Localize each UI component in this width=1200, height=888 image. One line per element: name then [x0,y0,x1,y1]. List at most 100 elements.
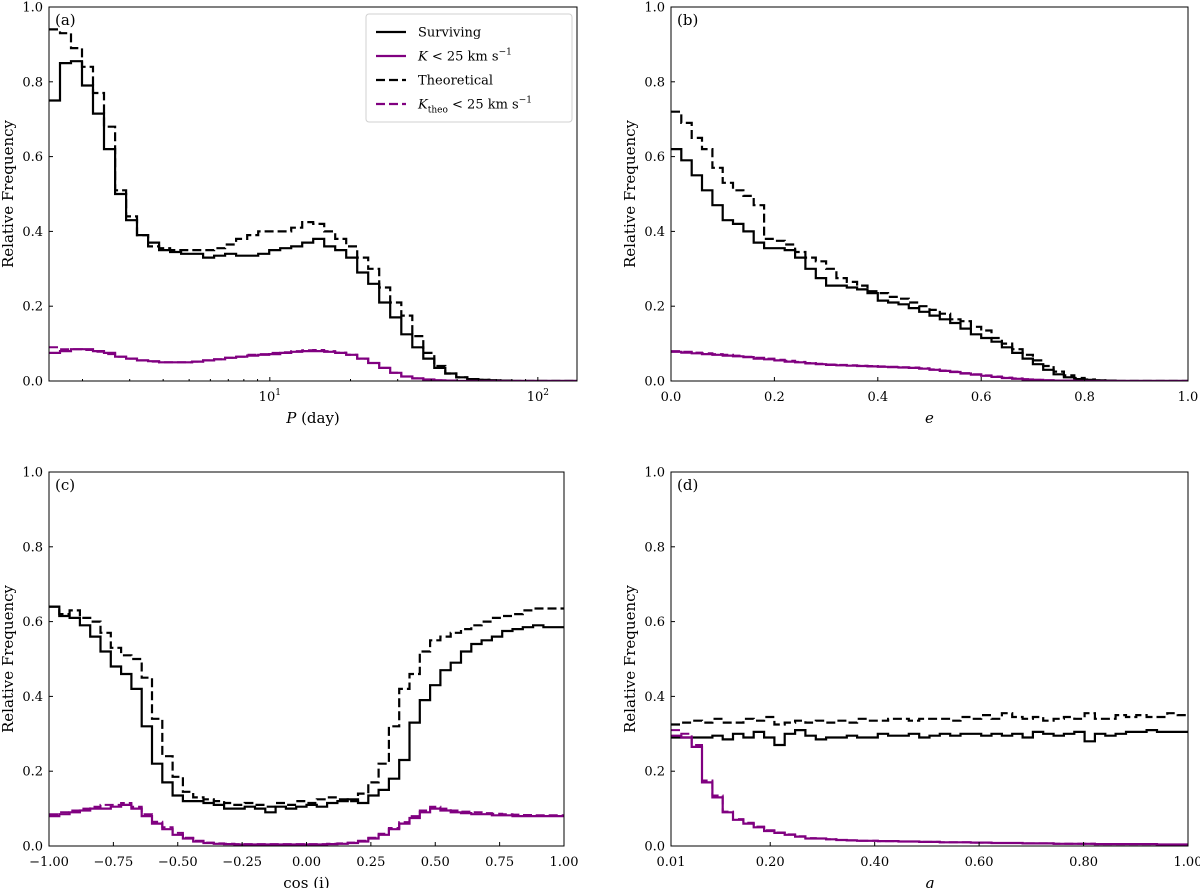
x-tick-label: 0.40 [860,855,889,870]
series-k-km-s [671,734,1188,846]
y-tick-label: 1.0 [644,1,665,16]
y-tick-label: 0.6 [22,615,43,630]
x-tick-label: −0.25 [222,855,262,870]
tick-exponent: 1 [275,388,281,398]
x-tick-label: 0.50 [421,855,450,870]
x-axis-label: cos (i) [283,874,329,888]
x-tick-label: 1.0 [1178,390,1199,405]
xlabel-rest: (i) [308,874,329,888]
x-axis-label: P (day) [285,409,340,427]
x-tick-label: 1.00 [1174,855,1200,870]
y-tick-label: 0.4 [22,225,43,240]
series-k-theo-km-s [49,802,564,846]
y-tick-label: 0.0 [22,840,43,855]
xlabel-symbol: P [285,409,297,427]
legend-label: Ktheo < 25 km s−1 [417,96,532,116]
series-theoretical [671,110,1188,381]
tick-exponent: 2 [543,388,549,398]
tick-base: 10 [527,390,544,405]
axes-frame [48,471,565,847]
legend-label: K < 25 km s−1 [417,48,512,65]
x-tick-label: 0.0 [661,390,682,405]
series-theoretical [49,28,577,381]
y-axis-label: Relative Frequency [621,584,639,733]
series-k-theo-km-s [671,729,1188,846]
series-k-km-s [49,348,577,381]
y-tick-label: 0.4 [22,690,43,705]
x-axis-label: q [925,874,935,888]
y-tick-label: 1.0 [22,466,43,481]
x-tick-label: 0.4 [867,390,888,405]
y-tick-label: 0.6 [644,150,665,165]
tick-base: 10 [259,390,276,405]
x-tick-label: 0.75 [485,855,514,870]
panel-label: (d) [677,476,698,494]
panel-b: 0.0 0.2 0.4 0.6 0.8 1.0 0.0 0.2 0.4 0.6 0.8 1.0 (b) R… [621,1,1198,428]
series-surviving [671,729,1188,747]
x-tick-label: −0.75 [93,855,133,870]
legend-mid: < 25 km s [448,98,519,113]
legend-k: K [417,98,429,113]
y-tick-label: 0.0 [22,375,43,390]
x-tick-label: 1.00 [550,855,579,870]
y-tick-label: 0.2 [644,765,665,780]
y-tick-label: 0.4 [644,225,665,240]
series-theoretical [671,712,1188,726]
series-theoretical [49,605,564,808]
x-axis-label: e [925,409,934,427]
legend-label: Surviving [418,26,481,41]
y-tick-label: 0.0 [644,840,665,855]
x-tick-label: 0.8 [1074,390,1095,405]
x-tick-label: 0.01 [657,855,686,870]
x-tick-label: −0.50 [158,855,198,870]
panel-c: 0.0 0.2 0.4 0.6 0.8 1.0 −1.00 −0.75 −0.50 −0.25 0.… [0,466,578,888]
legend-sup: −1 [499,48,512,58]
legend-k: K [417,50,429,65]
x-tick-label: 0.80 [1069,855,1098,870]
y-tick-label: 0.8 [22,540,43,555]
series-k-theo-km-s [49,346,577,381]
y-tick-label: 0.8 [644,540,665,555]
y-axis-label: Relative Frequency [621,119,639,268]
y-tick-label: 0.2 [644,300,665,315]
panel-label: (b) [677,11,698,29]
xlabel-symbol: q [925,874,935,888]
legend-box [365,13,573,123]
y-axis-label: Relative Frequency [0,119,17,268]
y-tick-label: 0.8 [22,75,43,90]
panel-d: 0.0 0.2 0.4 0.6 0.8 1.0 0.01 0.20 0.40 0.60 0.80 1.… [621,466,1200,888]
y-tick-label: 0.4 [644,690,665,705]
series-surviving [49,605,564,814]
legend-label: Theoretical [418,74,493,89]
series-k-km-s [49,803,564,846]
x-tick-label: 0.60 [965,855,994,870]
x-tick-label: 0.2 [764,390,785,405]
x-tick-label: 102 [527,388,549,405]
x-tick-label: 0.20 [756,855,785,870]
legend-mid: < 25 km s [428,50,499,65]
xlabel-symbol: cos [283,874,308,888]
axes-frame [48,6,578,382]
y-tick-label: 0.8 [644,75,665,90]
xlabel-symbol: e [925,409,934,427]
y-tick-label: 1.0 [644,466,665,481]
x-tick-label: −1.00 [29,855,69,870]
xlabel-rest: (day) [296,409,340,427]
y-tick-label: 0.2 [22,765,43,780]
series-surviving [671,148,1188,381]
series-k-theo-km-s [671,350,1188,381]
y-tick-label: 1.0 [22,1,43,16]
y-tick-label: 0.6 [22,150,43,165]
panel-label: (a) [55,11,76,29]
axes-frame [670,6,1189,382]
y-tick-label: 0.6 [644,615,665,630]
legend-sub: theo [428,106,448,116]
legend-sup: −1 [519,96,532,106]
x-tick-label: 0.00 [292,855,321,870]
axes-frame [670,471,1189,847]
panel-label: (c) [55,476,75,494]
x-tick-label: 101 [259,388,281,405]
